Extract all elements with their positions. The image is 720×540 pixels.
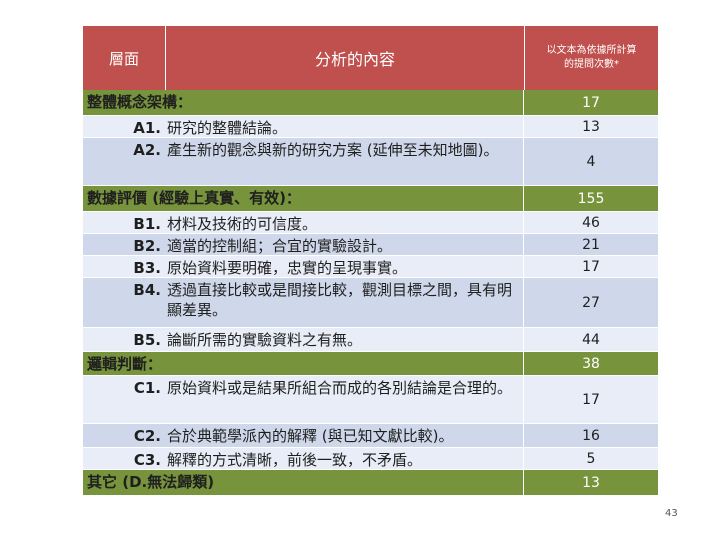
row-content-cell: 邏輯判斷： (83, 352, 523, 375)
row-content-cell: 其它 (D.無法歸類) (83, 470, 523, 495)
row-count: 13 (523, 116, 658, 137)
table-header: 層面 分析的內容 以文本為依據所計算 的提問次數* (83, 26, 658, 90)
row-code: A1. (133, 119, 161, 137)
row-count: 5 (523, 448, 658, 469)
row-code: B5. (133, 331, 161, 349)
row-code: C3. (133, 451, 161, 469)
header-count-line2: 的提問次數* (564, 59, 619, 70)
header-content: 分析的內容 (314, 50, 395, 69)
row-code: B4. (133, 281, 161, 299)
table-row: B2. 適當的控制組；合宜的實驗設計。 21 (83, 234, 658, 256)
table-row: A1. 研究的整體結論。 13 (83, 116, 658, 138)
row-count: 13 (523, 470, 658, 495)
row-text: 整體概念架構： (87, 93, 193, 111)
section-row: 其它 (D.無法歸類) 13 (83, 470, 658, 496)
row-code: B1. (133, 215, 161, 233)
row-code: A2. (133, 141, 161, 159)
row-code: B2. (133, 237, 161, 255)
row-content-cell: 整體概念架構： (83, 90, 523, 115)
table-row: B3. 原始資料要明確，忠實的呈現事實。 17 (83, 256, 658, 278)
row-content-cell: C2. 合於典範學派內的解釋 (與已知文獻比較)。 (83, 424, 523, 447)
row-text: 邏輯判斷： (87, 355, 163, 373)
row-text: 論斷所需的實驗資料之有無。 (167, 331, 363, 349)
row-text: 原始資料或是結果所組合而成的各別結論是合理的。 (167, 379, 513, 397)
row-count: 17 (523, 90, 658, 115)
row-code: C2. (133, 427, 161, 445)
table-row: A2. 產生新的觀念與新的研究方案 (延伸至未知地圖)。 4 (83, 138, 658, 186)
header-count: 以文本為依據所計算 的提問次數* (524, 26, 658, 90)
row-count: 27 (523, 278, 658, 327)
row-content-cell: C3. 解釋的方式清晰，前後一致，不矛盾。 (83, 448, 523, 469)
header-layer: 層面 (83, 26, 166, 90)
row-count: 17 (523, 256, 658, 277)
row-code: C1. (133, 379, 161, 397)
row-count: 46 (523, 212, 658, 233)
row-content-cell: B1. 材料及技術的可信度。 (83, 212, 523, 233)
row-count: 16 (523, 424, 658, 447)
section-row: 數據評價 (經驗上真實、有效)： 155 (83, 186, 658, 212)
row-text: 合於典範學派內的解釋 (與已知文獻比較)。 (167, 427, 454, 445)
row-content-cell: A2. 產生新的觀念與新的研究方案 (延伸至未知地圖)。 (83, 138, 523, 185)
table-row: B1. 材料及技術的可信度。 46 (83, 212, 658, 234)
row-count: 155 (523, 186, 658, 211)
header-count-line1: 以文本為依據所計算 (546, 45, 637, 56)
row-text: 透過直接比較或是間接比較，觀測目標之間，具有明顯差異。 (167, 281, 513, 319)
section-row: 整體概念架構： 17 (83, 90, 658, 116)
row-content-cell: B2. 適當的控制組；合宜的實驗設計。 (83, 234, 523, 255)
row-text: 產生新的觀念與新的研究方案 (延伸至未知地圖)。 (167, 141, 499, 159)
page-number: 43 (665, 508, 678, 519)
row-count: 44 (523, 328, 658, 351)
row-text: 研究的整體結論。 (167, 119, 288, 137)
row-text: 原始資料要明確，忠實的呈現事實。 (167, 259, 408, 277)
row-content-cell: B4. 透過直接比較或是間接比較，觀測目標之間，具有明顯差異。 (83, 278, 523, 327)
table-row: C1. 原始資料或是結果所組合而成的各別結論是合理的。 17 (83, 376, 658, 424)
table-row: C2. 合於典範學派內的解釋 (與已知文獻比較)。 16 (83, 424, 658, 448)
analysis-table: 層面 分析的內容 以文本為依據所計算 的提問次數* 整體概念架構： 17 A1. 研究… (83, 26, 658, 496)
row-content-cell: C1. 原始資料或是結果所組合而成的各別結論是合理的。 (83, 376, 523, 423)
table-body: 整體概念架構： 17 A1. 研究的整體結論。 13 A2. 產生新的觀念與新的研究方案 (… (83, 90, 658, 496)
row-text: 適當的控制組；合宜的實驗設計。 (167, 237, 393, 255)
row-content-cell: 數據評價 (經驗上真實、有效)： (83, 186, 523, 211)
section-row: 邏輯判斷： 38 (83, 352, 658, 376)
row-count: 21 (523, 234, 658, 255)
table-row: C3. 解釋的方式清晰，前後一致，不矛盾。 5 (83, 448, 658, 470)
table-row: B4. 透過直接比較或是間接比較，觀測目標之間，具有明顯差異。 27 (83, 278, 658, 328)
row-content-cell: B3. 原始資料要明確，忠實的呈現事實。 (83, 256, 523, 277)
row-text: 材料及技術的可信度。 (167, 215, 318, 233)
row-text: 其它 (D.無法歸類) (87, 473, 215, 491)
row-code: B3. (133, 259, 161, 277)
row-text: 數據評價 (經驗上真實、有效)： (87, 189, 301, 207)
row-content-cell: A1. 研究的整體結論。 (83, 116, 523, 137)
table-row: B5. 論斷所需的實驗資料之有無。 44 (83, 328, 658, 352)
row-text: 解釋的方式清晰，前後一致，不矛盾。 (167, 451, 423, 469)
row-count: 4 (523, 138, 658, 185)
row-count: 38 (523, 352, 658, 375)
row-count: 17 (523, 376, 658, 423)
row-content-cell: B5. 論斷所需的實驗資料之有無。 (83, 328, 523, 351)
